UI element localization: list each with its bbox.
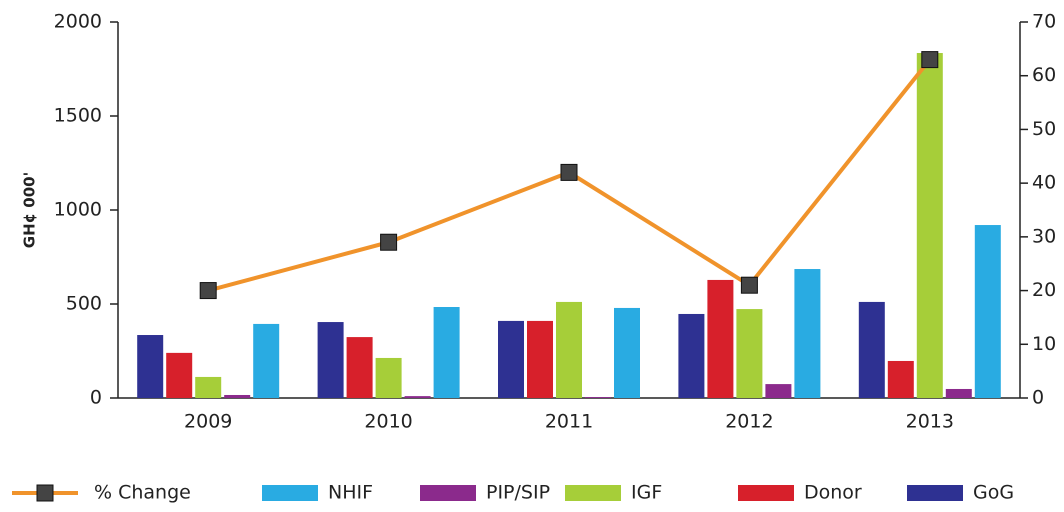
legend-swatch	[420, 485, 476, 501]
bar	[556, 301, 582, 398]
bar	[858, 301, 885, 398]
y-axis-label: GH¢ 000'	[21, 172, 39, 248]
y-tick-label: 1500	[54, 105, 102, 127]
bar	[137, 335, 164, 398]
marker	[560, 163, 578, 181]
legend-label: IGF	[631, 482, 662, 504]
bar	[346, 337, 373, 398]
legend-label: GoG	[973, 482, 1014, 504]
x-tick-label: 2009	[184, 411, 232, 433]
bar	[945, 388, 972, 398]
y2-tick-label: 30	[1032, 225, 1056, 247]
legend-swatch	[738, 485, 794, 501]
bar	[707, 279, 734, 398]
legend-label: % Change	[94, 482, 191, 504]
bar	[404, 396, 431, 398]
y-tick-label: 1000	[54, 199, 102, 221]
legend-label: NHIF	[328, 482, 373, 504]
x-tick-label: 2012	[725, 411, 773, 433]
bar	[974, 225, 1001, 398]
y2-tick-label: 0	[1032, 387, 1044, 409]
marker	[740, 276, 758, 294]
bar	[317, 322, 344, 398]
y-tick-label: 2000	[54, 11, 102, 33]
bar	[916, 53, 943, 399]
y2-tick-label: 70	[1032, 11, 1056, 33]
x-tick-label: 2013	[906, 411, 954, 433]
y2-tick-label: 20	[1032, 279, 1056, 301]
legend-label: Donor	[804, 482, 862, 504]
bar	[527, 320, 553, 398]
bar	[887, 360, 914, 398]
y-tick-label: 0	[90, 387, 102, 409]
legend-label: PIP/SIP	[486, 482, 550, 504]
bar	[224, 394, 251, 398]
bar	[736, 309, 763, 398]
legend-marker	[36, 484, 54, 502]
bar	[375, 357, 402, 398]
bar	[678, 313, 705, 398]
bar	[614, 307, 640, 398]
bar	[433, 307, 460, 398]
legend-swatch	[907, 485, 963, 501]
x-tick-label: 2010	[364, 411, 412, 433]
legend-swatch	[565, 485, 621, 501]
bar	[585, 397, 611, 398]
bar	[166, 352, 193, 398]
y2-tick-label: 50	[1032, 118, 1056, 140]
bar	[253, 323, 280, 398]
bar	[498, 320, 524, 398]
bar	[765, 384, 792, 398]
bar	[794, 269, 821, 398]
y2-tick-label: 10	[1032, 333, 1056, 355]
legend-swatch	[262, 485, 318, 501]
x-tick-label: 2011	[545, 411, 593, 433]
y2-tick-label: 60	[1032, 64, 1056, 86]
marker	[921, 51, 939, 69]
marker	[380, 233, 398, 251]
marker	[199, 282, 217, 300]
y-tick-label: 500	[66, 293, 102, 315]
bar	[195, 376, 222, 398]
y2-tick-label: 40	[1032, 172, 1056, 194]
